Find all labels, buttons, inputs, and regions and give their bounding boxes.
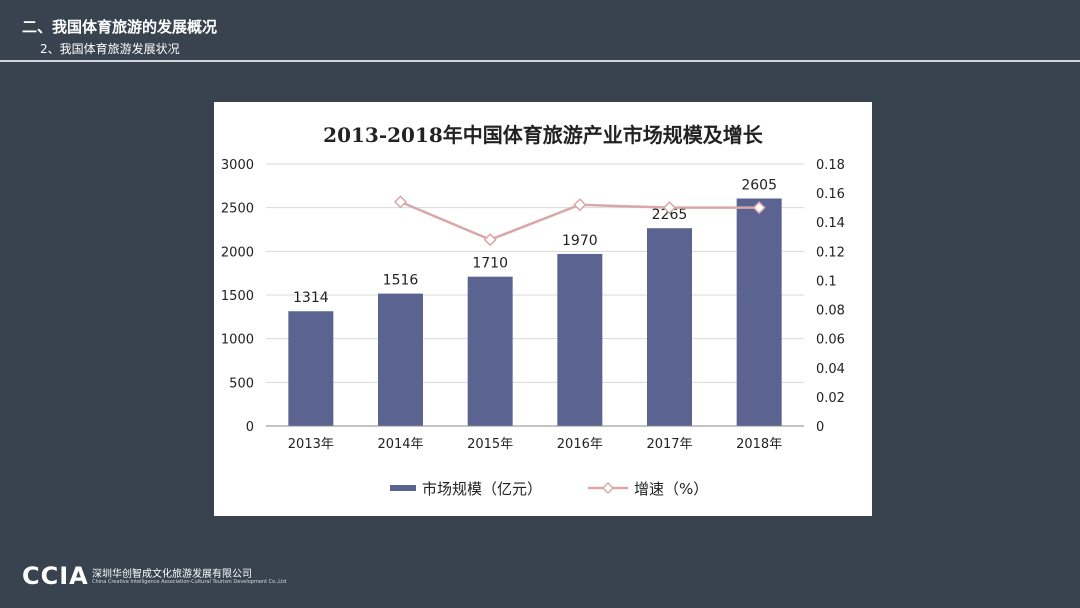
bar-data-label: 1516 [383, 273, 419, 289]
y-right-tick-label: 0.02 [816, 391, 845, 406]
chart-card: 2013-2018年中国体育旅游产业市场规模及增长 1314 1516 1710 19… [214, 102, 872, 516]
section-title: 二、我国体育旅游的发展概况 [22, 18, 218, 36]
bar [557, 253, 603, 426]
y-right-tick-label: 0.14 [816, 216, 845, 231]
y-right-tick-label: 0.12 [816, 245, 845, 260]
y-left-tick-label: 1500 [221, 289, 254, 304]
bar-data-label: 1314 [293, 290, 329, 306]
sub-title: 2、我国体育旅游发展状况 [40, 42, 180, 56]
bar [736, 198, 782, 426]
x-tick-label: 2016年 [557, 437, 603, 452]
bar [378, 293, 423, 426]
y-right-tick-label: 0.08 [816, 304, 845, 319]
bar-data-label: 2265 [652, 207, 688, 223]
bar-data-label: 1710 [472, 256, 508, 272]
chart-title: 2013-2018年中国体育旅游产业市场规模及增长 [323, 123, 764, 147]
y-right-tick-label: 0.04 [816, 362, 845, 377]
y-left-tick-label: 2500 [221, 202, 254, 217]
x-tick-label: 2013年 [288, 437, 334, 452]
growth-point [393, 195, 408, 209]
y-left-tick-label: 1000 [221, 333, 254, 348]
bar-data-label: 1970 [562, 233, 598, 249]
bar [288, 311, 334, 426]
x-tick-label: 2015年 [467, 437, 513, 452]
y-left-tick-label: 500 [229, 376, 254, 391]
bar [467, 276, 513, 426]
x-tick-label: 2017年 [646, 437, 692, 452]
y-right-tick-label: 0.1 [816, 274, 837, 289]
legend-label-line: 增速（%） [634, 480, 708, 498]
y-right-tick-label: 0.06 [816, 333, 845, 348]
y-left-tick-label: 2000 [221, 245, 254, 260]
y-left-tick-label: 0 [246, 420, 254, 435]
legend-label-bar: 市场规模（亿元） [422, 480, 542, 498]
company-name-cn: 深圳华创智成文化旅游发展有限公司 [92, 569, 252, 580]
y-right-tick-label: 0.18 [816, 158, 845, 173]
growth-point [752, 201, 766, 215]
company-name-en: China Creative Intelligence Association·… [92, 579, 287, 585]
y-left-tick-label: 3000 [221, 158, 254, 173]
x-tick-label: 2018年 [736, 437, 782, 452]
x-tick-label: 2014年 [377, 437, 423, 452]
legend-swatch-bar [390, 485, 416, 491]
company-logo: CCIA [22, 562, 89, 590]
growth-point [573, 198, 587, 212]
growth-point [662, 201, 677, 215]
y-right-tick-label: 0.16 [816, 187, 845, 202]
bar-data-label: 2605 [741, 177, 777, 193]
y-right-tick-label: 0 [816, 420, 824, 435]
legend-swatch-marker [601, 481, 615, 495]
header-divider [0, 60, 1080, 62]
bar [647, 228, 692, 426]
growth-point [483, 233, 497, 247]
chart-svg: 2013-2018年中国体育旅游产业市场规模及增长 1314 1516 1710 19… [221, 123, 845, 498]
